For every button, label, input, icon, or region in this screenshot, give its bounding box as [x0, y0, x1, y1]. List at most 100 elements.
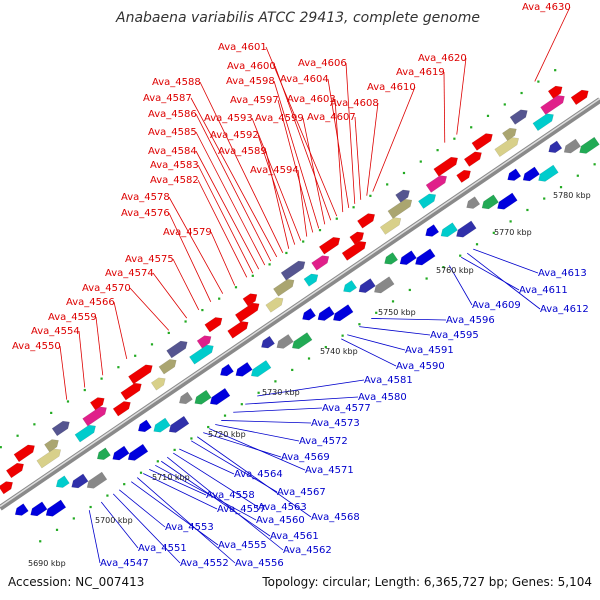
forward-gene-label: Ava_4566	[66, 297, 115, 308]
strand-dot	[190, 437, 193, 440]
reverse-gene-arrow	[358, 278, 376, 293]
strand-dot	[39, 540, 42, 543]
reverse-gene-label: Ava_4569	[281, 452, 330, 463]
reverse-gene-label: Ava_4573	[311, 418, 360, 429]
reverse-leader	[209, 428, 306, 471]
forward-gene-arrow	[433, 156, 459, 177]
reverse-leader	[112, 493, 181, 564]
forward-gene-arrow	[158, 359, 177, 375]
forward-gene-label: Ava_4603	[287, 94, 336, 105]
reverse-leader	[359, 326, 431, 336]
forward-leader	[95, 316, 104, 376]
strand-dot	[150, 343, 154, 346]
forward-gene-arrow	[540, 95, 565, 115]
forward-gene-label: Ava_4586	[148, 109, 197, 120]
strand-dot	[375, 311, 378, 314]
reverse-gene-arrow	[481, 194, 499, 210]
reverse-leader	[466, 252, 541, 310]
forward-leader	[190, 97, 278, 258]
strand-dot	[475, 243, 479, 246]
forward-gene-arrow	[242, 293, 258, 307]
reverse-leader	[179, 448, 235, 475]
strand-dot	[167, 331, 170, 335]
strand-dot	[234, 286, 238, 289]
kbp-tick-label: 5710 kbp	[152, 473, 190, 482]
reverse-gene-label: Ava_4577	[322, 403, 371, 414]
forward-gene-arrow	[357, 213, 376, 229]
forward-gene-label: Ava_4593	[204, 113, 253, 124]
forward-gene-arrow	[311, 255, 330, 271]
forward-leader	[195, 150, 260, 270]
reverse-gene-arrow	[45, 499, 67, 517]
forward-gene-label: Ava_4610	[367, 82, 416, 93]
forward-leader	[273, 80, 320, 229]
strand-dot	[0, 446, 2, 449]
forward-gene-label: Ava_4575	[125, 254, 174, 265]
reverse-gene-arrow	[384, 252, 399, 265]
forward-gene-label: Ava_4588	[152, 77, 201, 88]
forward-gene-label: Ava_4599	[255, 113, 304, 124]
forward-gene-arrow	[547, 85, 563, 99]
reverse-gene-label: Ava_4568	[311, 512, 360, 523]
forward-leader	[345, 62, 356, 204]
reverse-gene-label: Ava_4613	[538, 268, 587, 279]
reverse-gene-arrow	[178, 391, 193, 405]
reverse-gene-label: Ava_4553	[165, 522, 214, 533]
reverse-gene-arrow	[440, 222, 458, 238]
strand-dot	[251, 274, 254, 277]
reverse-gene-arrow	[55, 475, 70, 488]
kbp-ticks: 5690 kbp 5700 kbp 5710 kbp 5720 kbp 5730 kbp…	[28, 191, 591, 568]
forward-gene-label: Ava_4579	[163, 227, 212, 238]
forward-gene-label: Ava_4597	[230, 95, 279, 106]
strand-dot	[139, 471, 143, 474]
reverse-leader	[448, 265, 473, 306]
strand-dot	[302, 240, 305, 243]
forward-gene-arrow	[82, 406, 107, 427]
reverse-gene-arrow	[86, 471, 108, 489]
strand-dot	[386, 183, 389, 186]
forward-gene-label: Ava_4585	[148, 127, 197, 138]
strand-dot	[307, 357, 311, 360]
strand-dot	[503, 103, 506, 106]
forward-leader	[277, 99, 314, 233]
forward-gene-arrow	[280, 260, 306, 281]
forward-gene-label: Ava_4582	[150, 175, 199, 186]
strand-dot	[50, 411, 53, 414]
forward-gene-arrow	[0, 481, 14, 495]
strand-dot	[352, 206, 355, 209]
reverse-gene-arrow	[425, 224, 440, 237]
forward-gene-arrow	[471, 133, 493, 151]
reverse-gene-arrow	[507, 168, 522, 181]
reverse-gene-label: Ava_4551	[138, 543, 187, 554]
strand-dot	[268, 263, 271, 266]
forward-gene-arrow	[570, 89, 589, 106]
forward-gene-arrow	[509, 109, 528, 125]
forward-gene-arrow	[89, 397, 105, 411]
strand-dot	[369, 194, 372, 197]
forward-gene-arrow	[425, 175, 448, 193]
reverse-leader	[161, 460, 271, 537]
forward-gene-label: Ava_4576	[121, 208, 170, 219]
reverse-leader	[245, 396, 359, 405]
strand-dot	[470, 126, 473, 129]
forward-leader	[302, 117, 326, 225]
forward-gene-arrow	[501, 127, 517, 141]
strand-dot	[593, 163, 596, 166]
reverse-leader	[136, 477, 236, 564]
forward-leader	[199, 81, 284, 254]
forward-leader	[168, 212, 212, 302]
reverse-gene-arrow	[209, 387, 231, 405]
strand-dot	[520, 91, 523, 95]
reverse-gene-label: Ava_4612	[540, 304, 589, 315]
forward-leader	[456, 57, 467, 135]
forward-gene-arrow	[128, 364, 153, 385]
backbone-line	[0, 97, 600, 511]
forward-gene-label: Ava_4601	[218, 42, 267, 53]
forward-gene-label: Ava_4570	[82, 283, 131, 294]
forward-gene-arrow	[318, 236, 341, 255]
strand-dot	[218, 297, 221, 300]
strand-dots	[0, 69, 596, 543]
forward-gene-arrow	[341, 240, 367, 261]
strand-dot	[240, 403, 243, 406]
